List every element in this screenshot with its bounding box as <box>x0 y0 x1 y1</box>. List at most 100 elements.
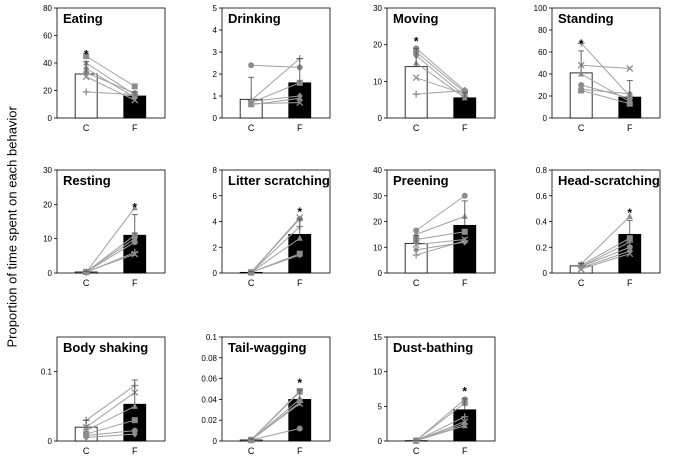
y-tick-label: 0 <box>378 269 383 278</box>
individual-line <box>416 239 465 246</box>
panel-title: Resting <box>63 173 111 188</box>
individual-line <box>416 231 465 241</box>
y-tick-label: 80 <box>43 4 52 13</box>
panel-title: Eating <box>63 11 103 26</box>
y-tick-label: 60 <box>538 48 547 57</box>
y-tick-label: 0 <box>48 114 53 123</box>
marker-plus <box>412 90 420 98</box>
y-tick-label: 0 <box>378 437 383 446</box>
marker-triangle <box>131 402 138 409</box>
marker-circle <box>578 82 585 88</box>
panel-litter-scratching: 0 2 4 6 8 * C F Litter scratching <box>213 166 331 288</box>
panel-title: Litter scratching <box>228 173 330 188</box>
significance-star: * <box>297 376 302 390</box>
individual-line <box>250 226 301 273</box>
marker-x <box>626 250 634 258</box>
marker-triangle <box>578 70 585 77</box>
individual-line <box>250 82 300 104</box>
marker-diamond <box>131 430 138 438</box>
y-tick-label: 0.04 <box>201 395 217 404</box>
panel-standing: 0 20 40 60 80 100 * C F Standing <box>534 4 661 133</box>
y-tick-label: 0.06 <box>201 375 217 384</box>
panel-title: Moving <box>393 11 439 26</box>
y-tick-label: 0.08 <box>201 354 217 363</box>
significance-star: * <box>627 206 632 220</box>
panel-preening: 0 10 20 30 40 C F Preening <box>373 166 496 288</box>
panel-eating: 0 20 40 60 80 * C F Eating <box>43 4 166 133</box>
marker-x <box>82 73 90 81</box>
marker-x <box>577 265 585 273</box>
x-category-label: C <box>248 446 255 456</box>
marker-diamond <box>413 246 420 254</box>
individual-line <box>580 237 631 266</box>
individual-line <box>415 195 466 231</box>
y-tick-label: 0 <box>48 437 53 446</box>
plot-frame <box>386 7 496 119</box>
marker-circle <box>131 239 138 246</box>
individual-line <box>415 55 466 97</box>
y-tick-label: 5 <box>378 402 383 411</box>
marker-diamond <box>578 264 585 272</box>
y-tick-label: 0.2 <box>536 243 548 252</box>
marker-circle <box>296 425 303 432</box>
panel-moving: 0 10 20 30 * C F Moving <box>373 4 496 133</box>
panel-tail-wagging: 0 0.02 0.04 0.06 0.08 0.1 * C F Tail-wagging <box>201 333 331 456</box>
individual-line <box>85 253 135 273</box>
individual-line <box>250 218 301 273</box>
marker-x <box>626 65 634 72</box>
panel-title: Drinking <box>228 11 281 26</box>
individual-line <box>581 90 630 105</box>
individual-line <box>581 88 630 95</box>
x-category-label: C <box>413 446 420 456</box>
x-category-label: C <box>248 123 255 133</box>
y-tick-label: 0 <box>213 269 218 278</box>
marker-diamond <box>461 420 468 428</box>
individual-line <box>85 55 136 87</box>
individual-line <box>85 385 136 421</box>
x-category-label: C <box>83 278 90 288</box>
individual-line <box>415 402 466 442</box>
x-category-label: F <box>132 446 138 456</box>
plot-frame <box>56 336 166 442</box>
y-tick-label: 10 <box>373 368 382 377</box>
individual-line <box>416 90 465 95</box>
x-category-label: C <box>413 278 420 288</box>
individual-line <box>580 250 630 269</box>
panel-drinking: 0 1 2 3 4 5 C F Drinking <box>213 4 331 133</box>
marker-square <box>626 100 633 107</box>
x-category-label: F <box>462 123 468 133</box>
x-category-label: F <box>462 446 468 456</box>
individual-line <box>86 433 135 439</box>
marker-triangle <box>626 212 633 219</box>
marker-triangle <box>296 234 303 241</box>
x-category-label: C <box>83 446 90 456</box>
panel-body-shaking: 0 0.1 C F Body shaking <box>41 336 166 456</box>
marker-plus <box>82 88 90 96</box>
y-tick-label: 5 <box>213 4 218 13</box>
y-tick-label: 0 <box>543 114 548 123</box>
individual-line <box>415 62 466 99</box>
x-category-label: F <box>297 446 303 456</box>
individual-line <box>85 72 135 94</box>
panel-resting: 0 10 20 30 * C F Resting <box>43 166 166 288</box>
y-tick-label: 10 <box>373 77 382 86</box>
y-tick-label: 10 <box>43 235 52 244</box>
plot-frame <box>56 169 166 274</box>
y-tick-label: 4 <box>213 218 218 227</box>
individual-line <box>250 254 300 273</box>
y-tick-label: 4 <box>213 26 218 35</box>
marker-diamond <box>248 98 255 105</box>
individual-line <box>85 238 136 273</box>
individual-line <box>415 423 465 442</box>
individual-line <box>416 240 465 256</box>
y-tick-label: 40 <box>538 70 547 79</box>
individual-line <box>251 64 300 68</box>
y-tick-label: 20 <box>43 200 52 209</box>
individual-line <box>250 237 301 273</box>
individual-line <box>85 76 135 101</box>
x-category-label: F <box>627 278 633 288</box>
significance-star: * <box>579 37 584 51</box>
plot-frame <box>221 7 331 119</box>
plot-frame <box>386 336 496 442</box>
y-tick-label: 20 <box>43 87 52 96</box>
